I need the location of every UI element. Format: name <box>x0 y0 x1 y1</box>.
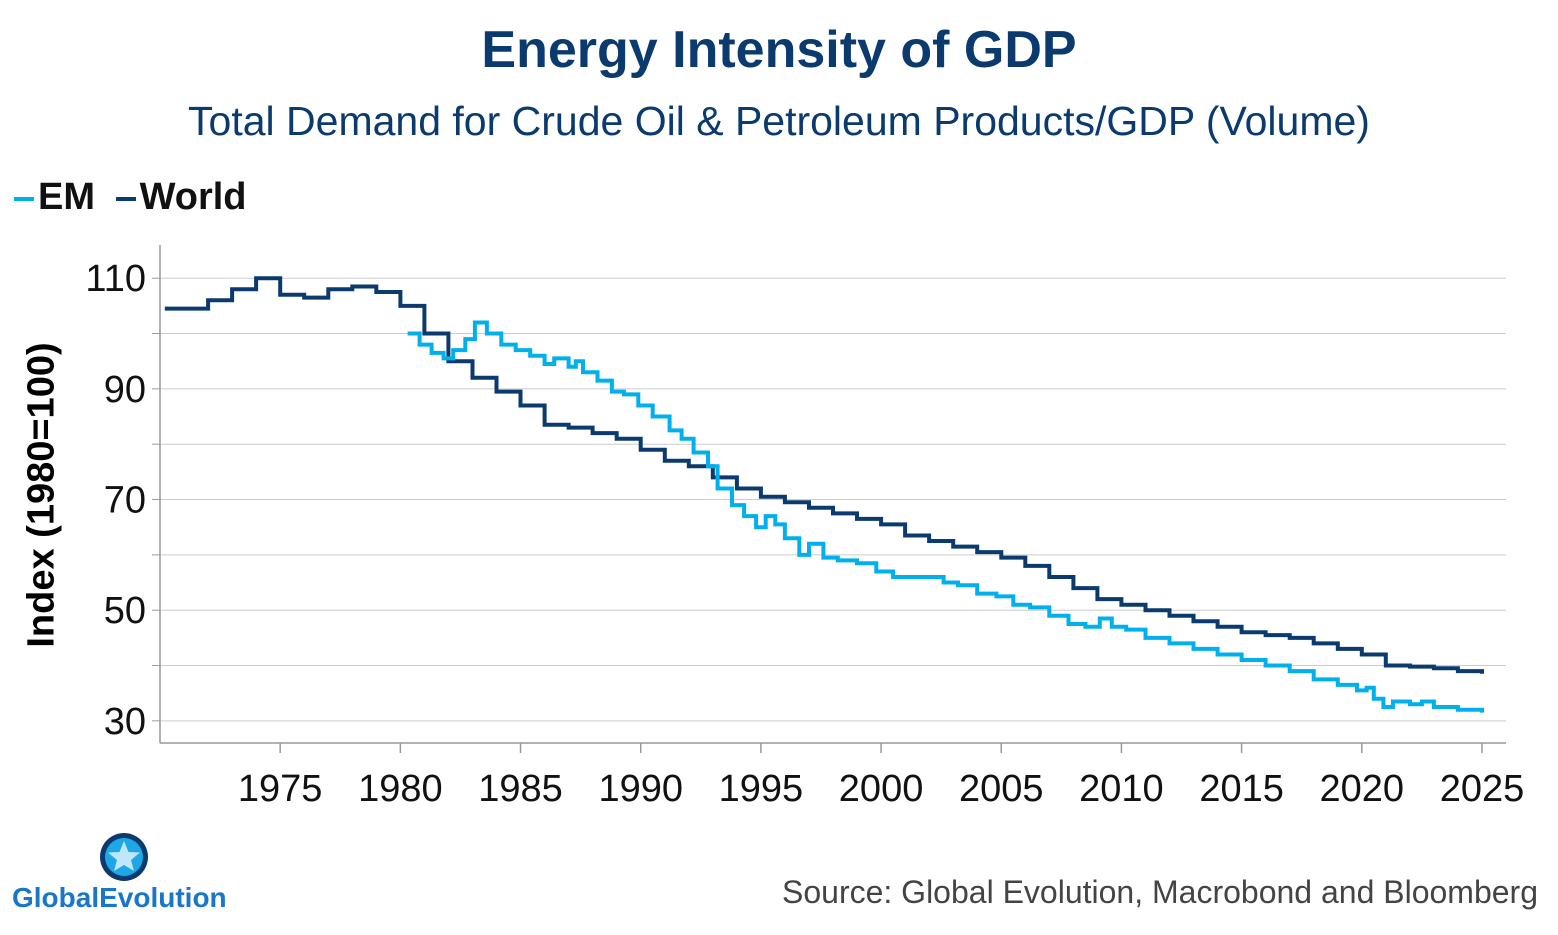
y-tick-label: 110 <box>85 258 146 300</box>
chart-subtitle: Total Demand for Crude Oil & Petroleum P… <box>188 98 1370 144</box>
y-tick-label: 70 <box>104 480 146 522</box>
x-tick-label: 2025 <box>1440 768 1525 810</box>
legend-item-em: EM <box>14 176 106 218</box>
legend-swatch-world <box>115 196 136 201</box>
legend-label-world: World <box>139 176 247 218</box>
legend-label-em: EM <box>38 176 95 218</box>
x-tick-label: 1975 <box>238 768 323 810</box>
y-tick-label: 90 <box>104 369 146 411</box>
x-tick-label: 1985 <box>478 768 563 810</box>
y-tick-label: 50 <box>104 590 146 632</box>
series-lines <box>164 276 1484 713</box>
series-line-em <box>407 320 1484 713</box>
gridlines <box>160 277 1506 722</box>
x-tick-label: 2010 <box>1079 768 1164 810</box>
legend: EM World <box>14 176 257 219</box>
chart-title: Energy Intensity of GDP <box>481 21 1077 79</box>
series-line-world <box>164 276 1484 674</box>
source-note: Source: Global Evolution, Macrobond and … <box>782 874 1538 910</box>
tick-labels: 30 50 70 90 110 1975 1980 1985 1990 1995 2000 2005 2… <box>85 258 1524 810</box>
x-tick-label: 2000 <box>839 768 924 810</box>
legend-item-world: World <box>115 176 247 218</box>
axes <box>152 245 1506 753</box>
x-tick-label: 2015 <box>1199 768 1284 810</box>
global-evolution-logo: GlobalEvolution <box>12 830 232 920</box>
x-tick-label: 1995 <box>719 768 804 810</box>
x-tick-label: 1980 <box>358 768 443 810</box>
logo-text: GlobalEvolution <box>12 882 227 913</box>
star-logo-icon <box>100 833 148 881</box>
y-tick-label: 30 <box>104 701 146 743</box>
x-tick-label: 2020 <box>1320 768 1405 810</box>
x-tick-label: 2005 <box>959 768 1044 810</box>
x-tick-label: 1990 <box>598 768 683 810</box>
legend-swatch-em <box>14 196 34 201</box>
